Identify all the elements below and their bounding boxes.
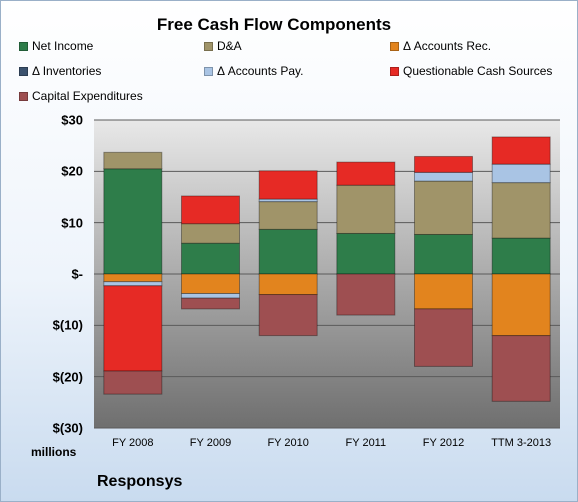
bar-segment bbox=[414, 233, 473, 275]
legend-item: Δ Inventories bbox=[19, 64, 101, 78]
bar-segment bbox=[336, 184, 396, 234]
unit-label: millions bbox=[31, 445, 77, 459]
legend-swatch bbox=[19, 91, 28, 101]
legend-item: Δ Accounts Pay. bbox=[204, 64, 304, 78]
legend-swatch bbox=[390, 41, 399, 51]
bar-segment bbox=[258, 170, 318, 200]
legend-label: Δ Accounts Pay. bbox=[217, 64, 304, 78]
legend-swatch bbox=[390, 66, 399, 76]
bar-segment bbox=[336, 273, 396, 316]
legend-item: D&A bbox=[204, 39, 242, 53]
legend-label: Questionable Cash Sources bbox=[403, 64, 553, 78]
bar-segment bbox=[414, 180, 473, 235]
bar-segment bbox=[414, 155, 473, 173]
bar-segment bbox=[491, 335, 551, 402]
chart-title: Free Cash Flow Components bbox=[156, 15, 392, 34]
x-tick-label: FY 2008 bbox=[112, 437, 154, 449]
y-tick-label: $(30) bbox=[52, 420, 83, 436]
legend-item: Capital Expenditures bbox=[19, 89, 143, 103]
y-tick-label: $(20) bbox=[52, 369, 83, 385]
bar-segment bbox=[491, 273, 551, 337]
bar-segment bbox=[414, 273, 473, 310]
bar-segment bbox=[491, 237, 551, 275]
bar-segment bbox=[103, 151, 163, 170]
y-tick-label: $- bbox=[71, 266, 83, 282]
legend-label: D&A bbox=[217, 39, 242, 53]
bar-segment bbox=[414, 171, 473, 182]
bar-segment bbox=[181, 273, 240, 295]
bar-segment bbox=[336, 232, 396, 275]
bar-segment bbox=[491, 163, 551, 184]
legend-swatch bbox=[204, 41, 213, 51]
bar-segment bbox=[181, 242, 240, 275]
bar-segment bbox=[103, 273, 163, 283]
legend-item: Δ Accounts Rec. bbox=[390, 39, 491, 53]
x-tick-label: TTM 3-2013 bbox=[491, 437, 552, 449]
x-tick-label: FY 2011 bbox=[345, 437, 387, 449]
x-tick-label: FY 2009 bbox=[189, 437, 232, 449]
legend-label: Capital Expenditures bbox=[32, 89, 143, 103]
legend-label: Net Income bbox=[32, 39, 94, 53]
bar-segment bbox=[491, 136, 551, 165]
chart-legend: Net Income D&A Δ Accounts Rec. Δ Inventorie… bbox=[19, 39, 571, 111]
legend-label: Δ Accounts Rec. bbox=[403, 39, 492, 53]
bar-segment bbox=[414, 308, 473, 367]
y-tick-label: $(10) bbox=[52, 317, 83, 333]
bar-segment bbox=[258, 201, 318, 230]
company-name: Responsys bbox=[97, 473, 183, 490]
legend-swatch bbox=[19, 66, 28, 76]
bar-segment bbox=[258, 294, 318, 337]
bar-segment bbox=[103, 285, 163, 372]
y-tick-label: $10 bbox=[61, 215, 83, 231]
x-tick-label: FY 2012 bbox=[422, 437, 465, 449]
bar-segment bbox=[258, 228, 318, 275]
bar-segment bbox=[491, 182, 551, 239]
bar-segment bbox=[181, 297, 240, 310]
bar-segment bbox=[181, 293, 240, 299]
bar-segment bbox=[258, 273, 318, 296]
bar-segment bbox=[336, 161, 396, 186]
bar-segment bbox=[103, 281, 163, 287]
bar-segment bbox=[103, 370, 163, 395]
bar-segment bbox=[181, 223, 240, 244]
legend-item: Net Income bbox=[19, 39, 93, 53]
y-tick-label: $20 bbox=[61, 163, 83, 179]
y-tick-label: $30 bbox=[61, 112, 83, 128]
legend-swatch bbox=[204, 66, 213, 76]
bar-segment bbox=[181, 195, 240, 225]
x-tick-label: FY 2010 bbox=[267, 437, 309, 449]
legend-swatch bbox=[19, 41, 28, 51]
bar-segment bbox=[103, 168, 163, 275]
legend-label: Δ Inventories bbox=[32, 64, 102, 78]
legend-item: Questionable Cash Sources bbox=[390, 64, 552, 78]
